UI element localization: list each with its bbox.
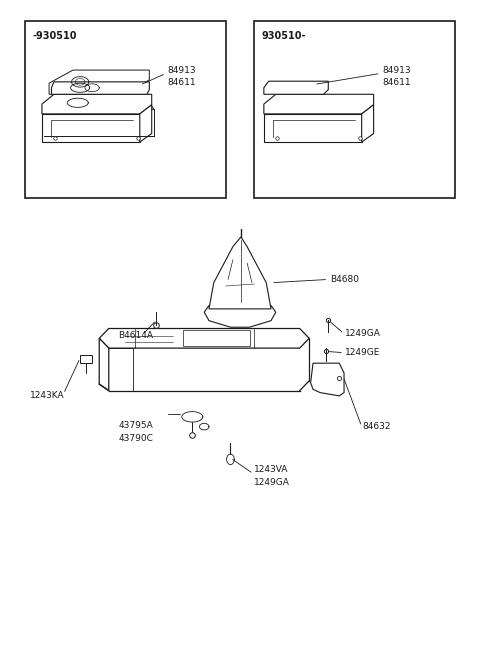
Polygon shape (44, 102, 49, 135)
Polygon shape (183, 330, 250, 346)
Polygon shape (311, 363, 344, 396)
Polygon shape (140, 104, 152, 142)
Polygon shape (49, 70, 149, 95)
Text: 930510-: 930510- (262, 31, 306, 41)
Polygon shape (99, 328, 309, 348)
Text: -930510: -930510 (33, 31, 77, 41)
Text: 84913: 84913 (382, 66, 411, 75)
Text: B4680: B4680 (330, 275, 359, 284)
Text: 1249GA: 1249GA (254, 478, 290, 487)
Text: 43790C: 43790C (118, 434, 153, 443)
Text: 84611: 84611 (382, 78, 411, 87)
Text: 84913: 84913 (168, 66, 196, 75)
Bar (254, 21, 455, 198)
Polygon shape (204, 301, 276, 327)
Polygon shape (44, 102, 154, 109)
Text: 1249GA: 1249GA (345, 329, 381, 338)
Polygon shape (42, 114, 140, 142)
Polygon shape (264, 114, 362, 142)
Bar (25, 21, 226, 198)
Text: 1243VA: 1243VA (254, 464, 288, 474)
Polygon shape (362, 104, 373, 142)
Text: 43795A: 43795A (118, 421, 153, 430)
Text: 1249GE: 1249GE (345, 348, 380, 357)
Polygon shape (264, 95, 373, 114)
Polygon shape (99, 338, 109, 391)
Text: 1243KA: 1243KA (30, 391, 65, 399)
Polygon shape (80, 355, 92, 363)
Polygon shape (42, 95, 152, 114)
Polygon shape (264, 81, 328, 95)
Text: 84611: 84611 (168, 78, 196, 87)
Text: B4614A: B4614A (118, 330, 153, 340)
Polygon shape (51, 82, 149, 95)
Text: 84632: 84632 (363, 422, 391, 431)
Polygon shape (209, 237, 271, 309)
